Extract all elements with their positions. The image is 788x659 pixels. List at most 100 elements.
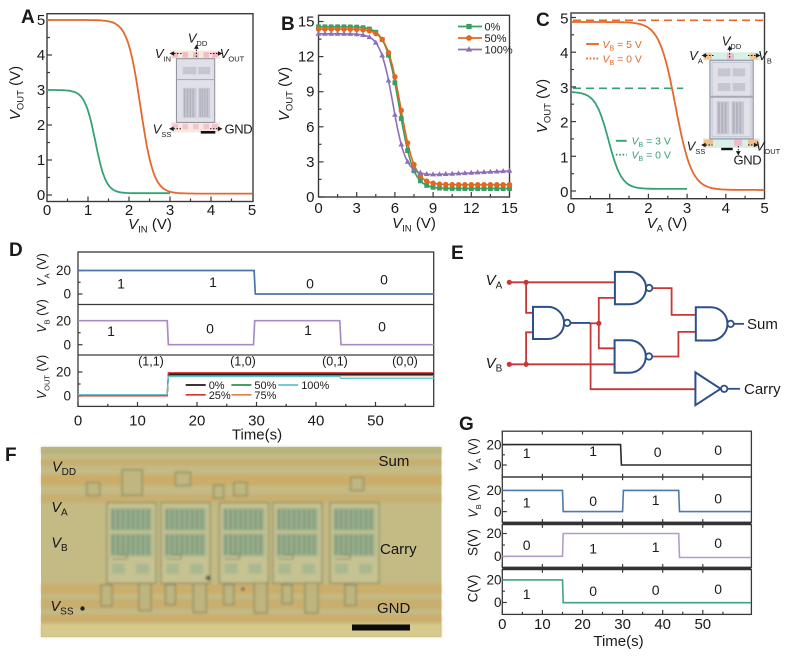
svg-text:0: 0: [560, 184, 568, 201]
svg-text:15: 15: [501, 200, 518, 217]
svg-text:0: 0: [63, 337, 71, 352]
svg-text:5: 5: [37, 12, 45, 29]
svg-text:0: 0: [63, 389, 71, 404]
svg-text:0: 0: [306, 189, 314, 206]
svg-text:0: 0: [714, 535, 722, 551]
svg-text:Carry: Carry: [744, 381, 781, 398]
svg-text:VIN (V): VIN (V): [128, 216, 172, 236]
svg-text:4: 4: [207, 202, 215, 219]
svg-text:VOUT: VOUT: [220, 46, 245, 64]
svg-text:100%: 100%: [301, 380, 329, 392]
svg-text:Carry: Carry: [380, 541, 417, 558]
svg-text:50: 50: [694, 616, 711, 633]
svg-text:VA (V): VA (V): [35, 253, 52, 287]
svg-text:VA: VA: [486, 272, 503, 292]
svg-text:VOUT (V): VOUT (V): [276, 67, 296, 121]
svg-text:3: 3: [683, 200, 691, 217]
svg-text:5: 5: [760, 200, 768, 217]
svg-text:2: 2: [37, 117, 45, 134]
svg-text:S(V): S(V): [466, 529, 481, 556]
svg-text:20: 20: [574, 616, 591, 633]
svg-text:1: 1: [589, 443, 597, 459]
svg-text:0: 0: [494, 458, 502, 473]
svg-text:1: 1: [209, 274, 217, 290]
svg-text:0: 0: [314, 200, 322, 217]
svg-text:0: 0: [43, 202, 51, 219]
svg-text:0: 0: [652, 582, 660, 598]
svg-text:3: 3: [560, 80, 568, 97]
svg-text:0: 0: [654, 444, 662, 460]
svg-text:VDD: VDD: [52, 460, 76, 479]
svg-text:A: A: [21, 7, 35, 28]
svg-text:20: 20: [486, 526, 501, 541]
svg-text:5: 5: [560, 11, 568, 28]
svg-text:VDD: VDD: [188, 31, 208, 49]
svg-text:C(V): C(V): [466, 575, 481, 603]
svg-text:0%: 0%: [209, 380, 225, 392]
svg-text:0: 0: [306, 276, 314, 292]
svg-text:0: 0: [378, 319, 386, 335]
svg-text:1: 1: [107, 323, 115, 339]
svg-text:F: F: [5, 445, 17, 466]
svg-text:C: C: [536, 10, 550, 31]
svg-text:VIN (V): VIN (V): [392, 215, 436, 235]
svg-text:VB = 0 V: VB = 0 V: [603, 53, 642, 67]
svg-text:3: 3: [166, 202, 174, 219]
svg-text:50%: 50%: [485, 33, 507, 45]
svg-text:VDD: VDD: [722, 34, 742, 52]
svg-text:1: 1: [37, 152, 45, 169]
svg-text:VB: VB: [486, 355, 503, 375]
svg-text:VOUT (V): VOUT (V): [35, 355, 52, 399]
svg-text:6: 6: [391, 200, 399, 217]
svg-text:G: G: [459, 414, 474, 435]
svg-text:20: 20: [56, 313, 71, 328]
svg-text:Sum: Sum: [379, 453, 410, 470]
svg-text:2: 2: [644, 200, 652, 217]
svg-text:6: 6: [306, 119, 314, 136]
svg-text:20: 20: [189, 412, 206, 429]
svg-text:VSS: VSS: [50, 599, 73, 618]
svg-text:0: 0: [494, 595, 502, 610]
svg-text:0: 0: [380, 272, 388, 288]
svg-text:1: 1: [652, 539, 660, 555]
svg-text:0: 0: [494, 549, 502, 564]
svg-text:5: 5: [248, 202, 256, 219]
svg-text:30: 30: [614, 616, 631, 633]
svg-text:0: 0: [498, 616, 506, 633]
svg-text:2: 2: [560, 115, 568, 132]
svg-text:VB: VB: [51, 536, 68, 555]
svg-text:40: 40: [308, 412, 325, 429]
svg-text:1: 1: [652, 492, 660, 508]
svg-text:4: 4: [560, 45, 568, 62]
svg-text:Sum: Sum: [747, 316, 778, 333]
svg-text:10: 10: [534, 616, 551, 633]
svg-text:VOUT: VOUT: [756, 139, 781, 157]
svg-text:0: 0: [37, 187, 45, 204]
svg-text:12: 12: [463, 200, 480, 217]
svg-text:10: 10: [129, 412, 146, 429]
svg-text:1: 1: [117, 276, 125, 292]
svg-text:3: 3: [306, 154, 314, 171]
svg-text:1: 1: [523, 445, 531, 461]
svg-text:1: 1: [84, 202, 92, 219]
svg-text:VB = 5 V: VB = 5 V: [603, 39, 642, 53]
svg-text:Time(s): Time(s): [593, 633, 643, 650]
svg-text:E: E: [451, 243, 464, 264]
svg-text:50%: 50%: [254, 380, 276, 392]
svg-text:20: 20: [56, 365, 71, 380]
svg-text:15: 15: [298, 14, 315, 31]
svg-text:VB (V): VB (V): [467, 484, 484, 518]
svg-text:20: 20: [486, 573, 501, 588]
svg-text:75%: 75%: [254, 390, 276, 402]
svg-text:20: 20: [486, 483, 501, 498]
svg-text:9: 9: [306, 84, 314, 101]
svg-text:(0,0): (0,0): [392, 355, 418, 369]
svg-text:GND: GND: [225, 122, 253, 137]
svg-text:GND: GND: [377, 600, 411, 617]
svg-text:1: 1: [606, 200, 614, 217]
svg-text:20: 20: [56, 263, 71, 278]
svg-text:4: 4: [37, 47, 45, 64]
svg-text:0: 0: [74, 412, 82, 429]
svg-text:(0,1): (0,1): [322, 355, 348, 369]
svg-text:100%: 100%: [485, 45, 513, 57]
